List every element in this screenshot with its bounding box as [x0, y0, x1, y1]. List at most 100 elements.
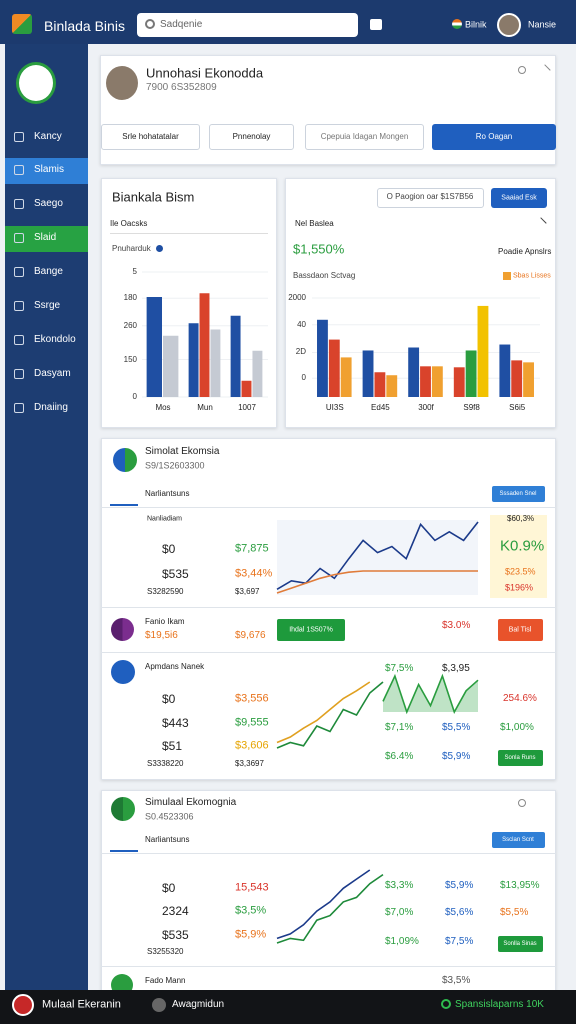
button-label[interactable]: O Paogion oar $1S7B56 [386, 192, 474, 201]
value: $5,9% [442, 751, 471, 762]
nav-item[interactable]: Kancy [34, 131, 62, 142]
value: S3282590 [147, 587, 184, 596]
search-box[interactable] [137, 13, 358, 37]
button[interactable] [498, 750, 543, 766]
nav-item[interactable]: Bange [34, 266, 63, 277]
section-title: Simolat Ekomsia [145, 446, 220, 457]
chart-card [285, 178, 556, 428]
user-name-2: Nansie [528, 19, 557, 30]
y-tick-label: 150 [123, 354, 137, 364]
y-tick-label: 0 [132, 392, 137, 401]
button[interactable] [498, 619, 543, 641]
footer-icon [12, 994, 34, 1016]
value: $1,00% [500, 722, 534, 733]
value: $13,95% [500, 880, 540, 891]
section-icon [111, 797, 135, 821]
button-label[interactable]: Ro Oagan [475, 132, 513, 141]
value: $60,3% [507, 514, 535, 523]
value: $3,44% [235, 567, 273, 580]
value: $196% [505, 582, 534, 593]
footer-status: Spansislaparns 10K [455, 999, 544, 1010]
button-label[interactable]: Bal Tisl [508, 626, 532, 634]
nav-icon [14, 335, 24, 345]
chat-icon[interactable] [370, 19, 382, 30]
profile-avatar [106, 66, 138, 100]
button[interactable] [492, 486, 545, 502]
button[interactable] [498, 936, 543, 952]
tab[interactable]: Narliantsuns [145, 835, 190, 844]
button[interactable] [209, 124, 294, 150]
y-tick-label: 5 [132, 267, 137, 276]
tab[interactable]: Narliantsuns [145, 489, 190, 498]
nav-active [5, 158, 88, 184]
value: $5,5% [442, 722, 471, 733]
y-tick-label: 0 [301, 373, 306, 383]
value: S3255320 [147, 947, 184, 956]
x-tick-label: 300f [418, 403, 434, 412]
button[interactable] [101, 124, 200, 150]
legend-label: Sbas Lisses [513, 272, 551, 280]
settings-icon[interactable] [518, 799, 526, 807]
row-name: Fanio Ikam [145, 617, 185, 626]
highlight-box [490, 515, 547, 598]
nav-icon [14, 301, 24, 311]
x-tick-label: Ed45 [371, 403, 390, 412]
x-tick-label: UI3S [325, 403, 344, 412]
button[interactable] [277, 619, 345, 641]
button-label[interactable]: Cpepuia Idagan Mongen [320, 132, 409, 141]
button[interactable] [305, 124, 424, 150]
value: $3,5% [235, 904, 267, 917]
nav-icon [14, 369, 24, 379]
value: $7,5% [445, 936, 474, 947]
section-id: S9/1S2603300 [145, 460, 205, 471]
section-id: S0.4523306 [145, 811, 194, 822]
settings-icon[interactable] [518, 66, 526, 74]
button-label[interactable]: Pnnenolay [232, 132, 271, 141]
app-logo [12, 14, 32, 34]
nav-item[interactable]: Slaid [34, 232, 57, 243]
user-avatar[interactable] [497, 13, 521, 37]
value: $5,6% [445, 907, 474, 918]
nav-item[interactable]: Saego [34, 198, 63, 209]
button[interactable] [432, 124, 556, 150]
button-label[interactable]: Ssclan Scnt [502, 837, 534, 843]
legend-swatch [156, 245, 163, 252]
value: $23.5% [505, 566, 536, 577]
nav-item[interactable]: Dnaiing [34, 402, 68, 413]
divider [101, 607, 556, 608]
tab-indicator [110, 504, 138, 506]
value: $535 [162, 928, 189, 942]
chart-title: Nel Baslea [295, 219, 334, 228]
nav-item[interactable]: Slamis [34, 164, 65, 175]
y-tick-label: 2D [295, 347, 306, 357]
divider [110, 233, 268, 234]
value: $19,5i6 [145, 630, 178, 641]
nav-item[interactable]: Ssrge [34, 300, 61, 311]
button[interactable] [377, 188, 484, 208]
button-label[interactable]: Srle hohatatalar [122, 132, 179, 141]
nav-item[interactable]: Dasyam [34, 368, 71, 379]
button-label[interactable]: Sonla Runs [504, 755, 536, 761]
button-label[interactable]: Sonlla Sinas [503, 941, 537, 947]
value: $443 [162, 716, 189, 730]
headline-value: $1,550% [293, 241, 345, 257]
legend-swatch [503, 272, 511, 280]
nav-item[interactable]: Ekondolo [34, 334, 76, 345]
search-placeholder[interactable]: Sadqenie [160, 19, 203, 30]
value: $3,697 [235, 587, 260, 596]
user-name: Bilnik [465, 19, 487, 30]
button[interactable] [492, 832, 545, 848]
button-label[interactable]: Ihdal 1S507% [289, 626, 333, 634]
value: $9,676 [235, 630, 266, 641]
value: $7,0% [385, 907, 414, 918]
button-label[interactable]: Saaiad Esk [501, 194, 537, 202]
button-label[interactable]: Sssaden Snel [499, 491, 537, 497]
value: $3,5% [442, 975, 471, 986]
value: $9,555 [235, 716, 269, 729]
x-tick-label: S6i5 [509, 403, 526, 412]
x-tick-label: Mun [197, 403, 213, 412]
section-title: Simulaal Ekomognia [145, 797, 237, 808]
sidebar [5, 44, 88, 1004]
button[interactable] [491, 188, 547, 208]
